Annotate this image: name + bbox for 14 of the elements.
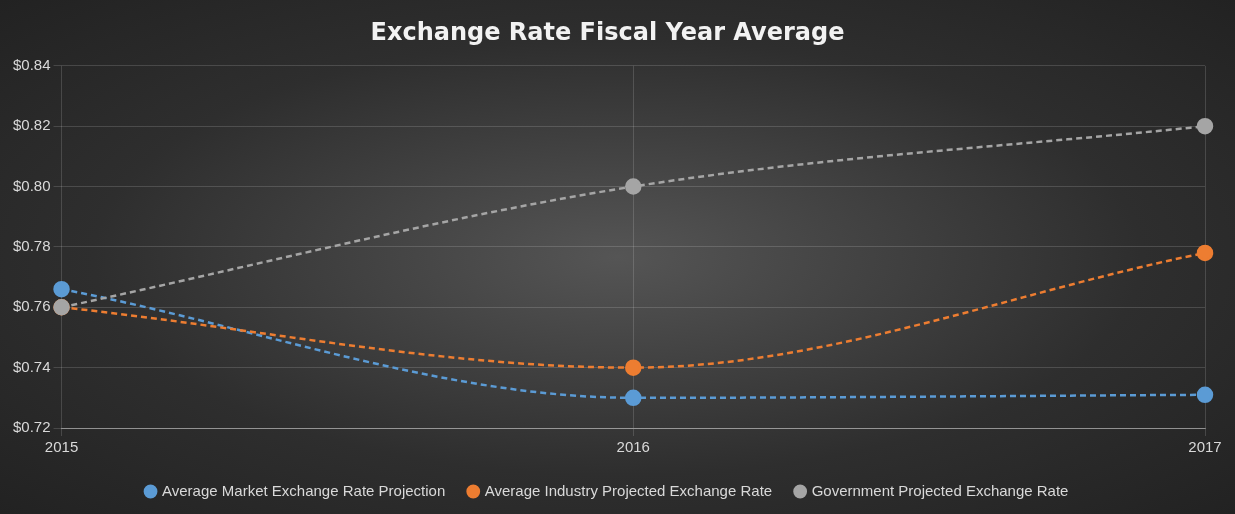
x-tick-label: 2017 [1188, 438, 1222, 456]
y-tick-label: $0.76 [12, 297, 51, 315]
y-tick-label: $0.72 [12, 418, 51, 436]
y-tick-label: $0.80 [12, 176, 51, 194]
legend-label: Government Projected Exchange Rate [811, 481, 1069, 499]
y-tick-label: $0.84 [12, 55, 51, 73]
x-tick-label: 2015 [44, 438, 79, 456]
y-tick-label: $0.78 [12, 237, 51, 255]
legend-label: Average Market Exchange Rate Projection [162, 481, 446, 499]
x-tick-label: 2016 [616, 438, 650, 456]
y-tick-label: $0.82 [12, 116, 51, 134]
y-tick-label: $0.74 [12, 357, 51, 375]
chart-title: Exchange Rate Fiscal Year Average [370, 17, 845, 46]
legend-label: Average Industry Projected Exchange Rate [484, 481, 773, 499]
